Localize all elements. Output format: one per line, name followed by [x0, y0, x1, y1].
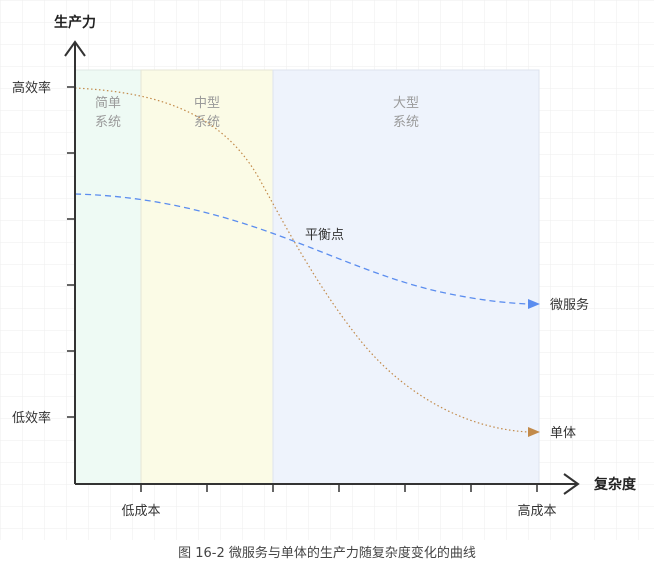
monolith-curve-line — [74, 87, 529, 433]
region-medium: 中型 系统 — [140, 69, 274, 485]
region-simple-label-line2: 系统 — [95, 115, 121, 130]
region-medium-area — [140, 69, 274, 485]
microservice-arrowhead — [528, 299, 540, 309]
microservice-curve-line — [74, 193, 529, 305]
microservice-curve — [74, 193, 540, 309]
region-medium-label-line2: 系统 — [194, 115, 220, 130]
y-axis-title: 生产力 — [54, 14, 96, 31]
y-axis-high-label: 高效率 — [12, 80, 51, 96]
balance-point-label: 平衡点 — [305, 228, 344, 243]
region-large-area — [272, 69, 540, 485]
monolith-curve — [74, 87, 540, 437]
x-axis-high-label: 高成本 — [517, 503, 556, 519]
y-axis — [64, 40, 86, 484]
x-axis-title: 复杂度 — [593, 476, 637, 493]
x-axis — [75, 473, 580, 495]
region-large: 大型 系统 — [272, 69, 540, 485]
x-axis-low-label: 低成本 — [121, 504, 160, 519]
region-large-label-line1: 大型 — [393, 96, 419, 111]
region-simple-area — [74, 69, 142, 485]
microservice-label: 微服务 — [550, 297, 589, 313]
monolith-arrowhead — [528, 427, 540, 437]
region-large-label-line2: 系统 — [393, 115, 419, 130]
y-axis-low-label: 低效率 — [12, 410, 51, 426]
region-simple-label-line1: 简单 — [95, 95, 121, 111]
region-simple: 简单 系统 — [74, 69, 142, 485]
monolith-label: 单体 — [550, 426, 576, 441]
region-medium-label-line1: 中型 — [194, 96, 220, 111]
y-axis-arrowhead — [64, 40, 86, 57]
x-axis-arrowhead — [563, 473, 580, 495]
figure-caption: 图 16-2 微服务与单体的生产力随复杂度变化的曲线 — [178, 545, 476, 561]
